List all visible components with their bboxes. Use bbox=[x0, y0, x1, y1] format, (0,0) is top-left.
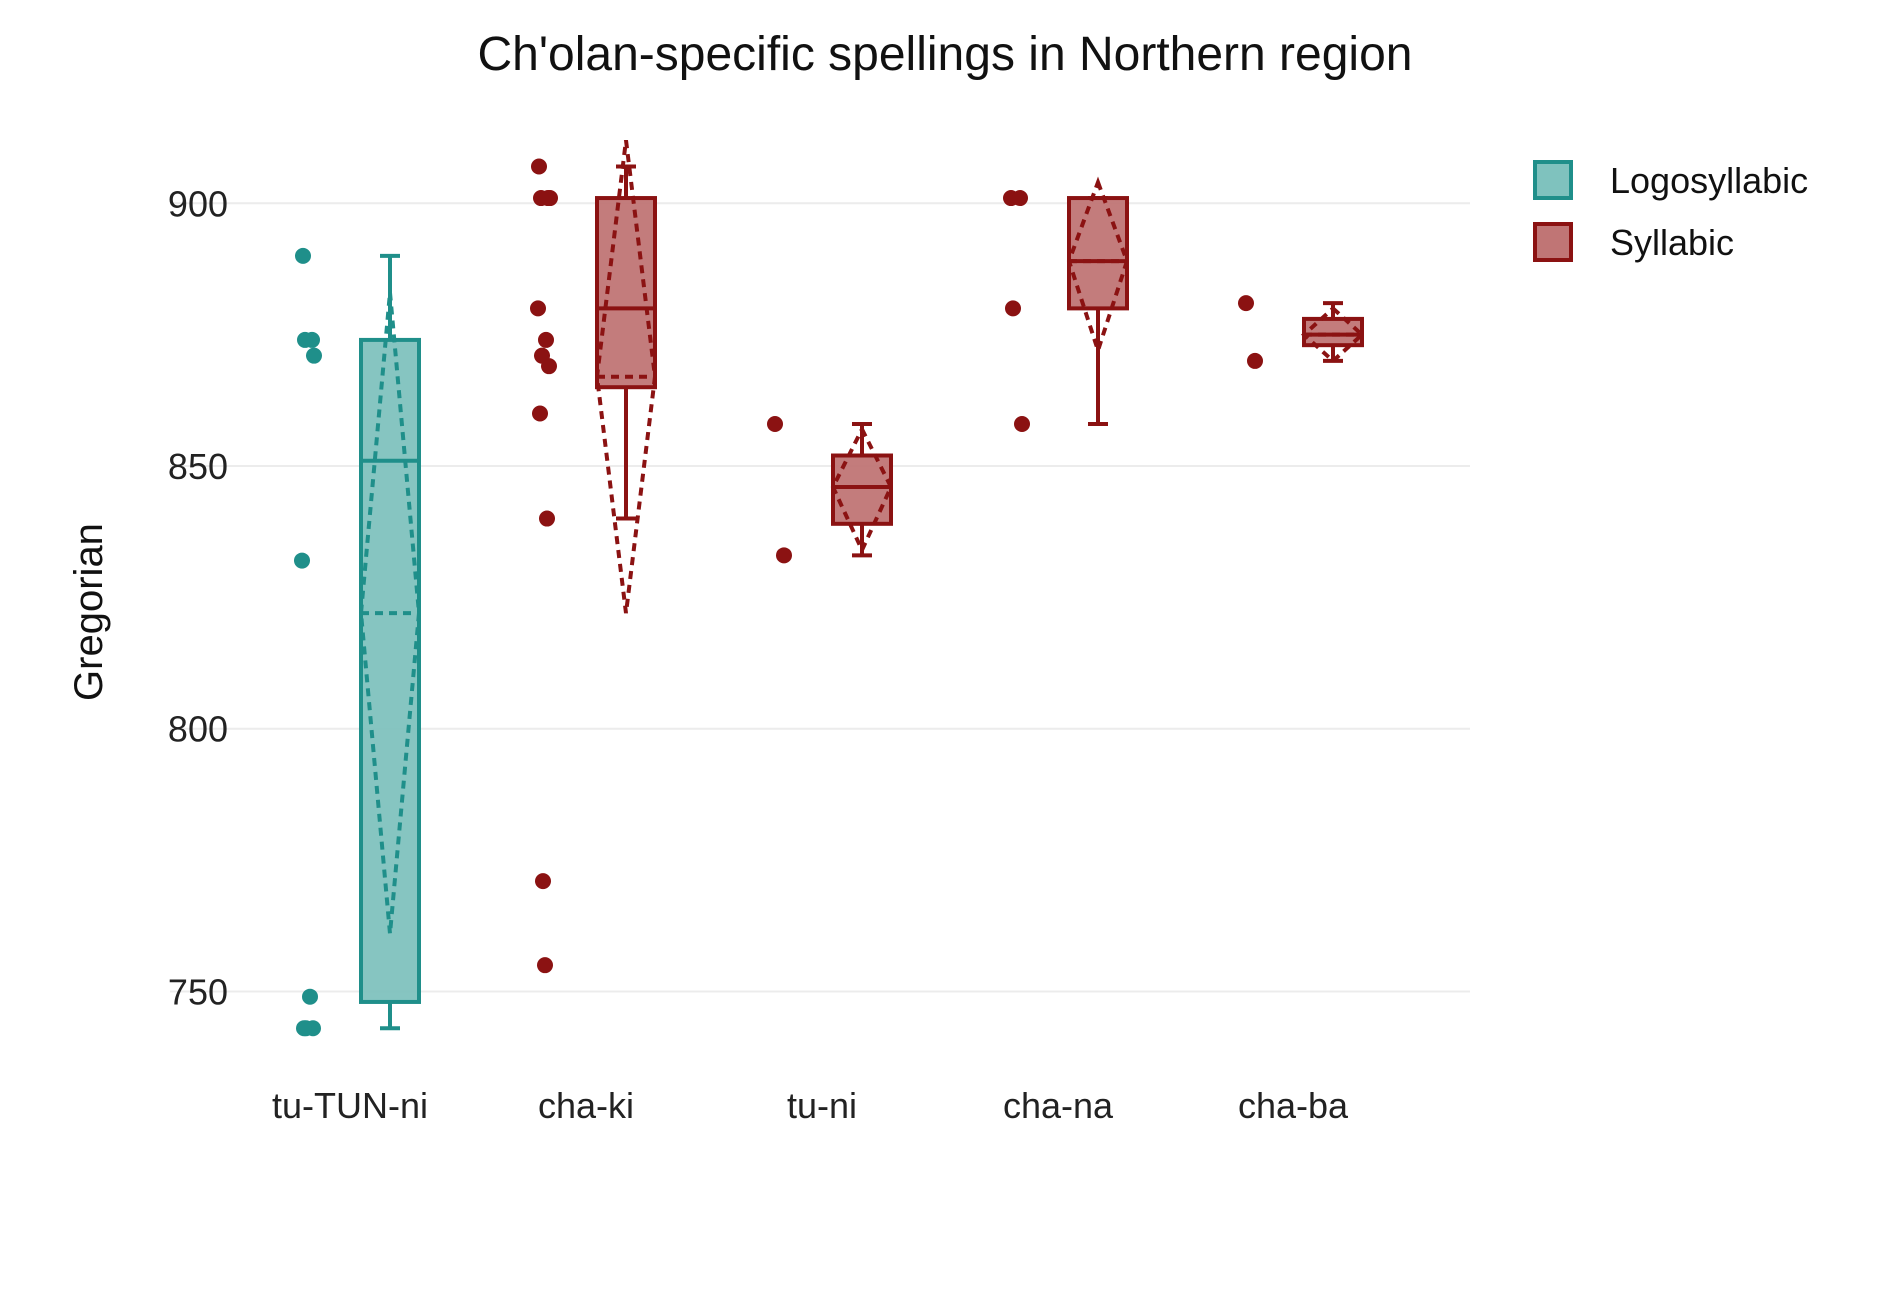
data-point bbox=[1014, 415, 1030, 432]
data-point bbox=[302, 988, 318, 1005]
chart-title: Ch'olan-specific spellings in Northern r… bbox=[478, 28, 1413, 81]
x-tick-label: tu-ni bbox=[787, 1085, 857, 1126]
data-point bbox=[532, 405, 548, 422]
legend-swatch-logosyllabic bbox=[1533, 160, 1573, 200]
y-tick-label: 850 bbox=[168, 446, 228, 487]
x-tick-label: cha-ki bbox=[538, 1085, 634, 1126]
data-point bbox=[530, 300, 546, 317]
data-point bbox=[294, 552, 310, 569]
y-tick-label: 750 bbox=[168, 971, 228, 1012]
x-tick-label: tu-TUN-ni bbox=[272, 1085, 428, 1126]
data-point bbox=[295, 247, 311, 264]
x-axis-ticks: tu-TUN-ni cha-ki tu-ni cha-na cha-ba bbox=[272, 1085, 1349, 1126]
box-group-cha-ba bbox=[1238, 295, 1365, 369]
mean-sd-diamond bbox=[594, 140, 658, 614]
box-group-tu-ni bbox=[767, 415, 894, 564]
data-point bbox=[538, 331, 554, 348]
data-point bbox=[767, 415, 783, 432]
data-point bbox=[1238, 295, 1254, 312]
box-group-tu-TUN-ni bbox=[294, 247, 422, 1037]
data-point bbox=[539, 510, 555, 527]
data-point bbox=[542, 190, 558, 207]
data-point bbox=[776, 547, 792, 564]
x-tick-label: cha-ba bbox=[1238, 1085, 1349, 1126]
mean-sd-diamond bbox=[1301, 305, 1365, 364]
data-point bbox=[1012, 190, 1028, 207]
iqr-box bbox=[359, 337, 421, 1004]
box-group-cha-na bbox=[1003, 176, 1130, 432]
data-point bbox=[306, 347, 322, 364]
data-point bbox=[297, 331, 313, 348]
legend: Logosyllabic Syllabic bbox=[1533, 160, 1808, 263]
x-tick-label: cha-na bbox=[1003, 1085, 1114, 1126]
legend-label: Logosyllabic bbox=[1610, 160, 1808, 201]
mean-sd-diamond bbox=[830, 424, 894, 555]
y-axis-ticks: 750 800 850 900 bbox=[168, 183, 228, 1012]
data-point bbox=[531, 158, 547, 175]
data-point bbox=[541, 358, 557, 375]
box-group-cha-ki bbox=[530, 140, 658, 974]
data-point bbox=[537, 957, 553, 974]
y-tick-label: 900 bbox=[168, 183, 228, 224]
mean-sd-diamond bbox=[358, 292, 422, 934]
data-point bbox=[296, 1020, 312, 1037]
y-tick-label: 800 bbox=[168, 709, 228, 750]
y-axis-title: Gregorian bbox=[67, 523, 111, 701]
data-point bbox=[1247, 352, 1263, 369]
data-point bbox=[1005, 300, 1021, 317]
boxes bbox=[294, 140, 1365, 1037]
legend-label: Syllabic bbox=[1610, 222, 1734, 263]
mean-sd-diamond bbox=[1066, 176, 1130, 357]
legend-swatch-syllabic bbox=[1533, 222, 1573, 262]
data-point bbox=[535, 873, 551, 890]
